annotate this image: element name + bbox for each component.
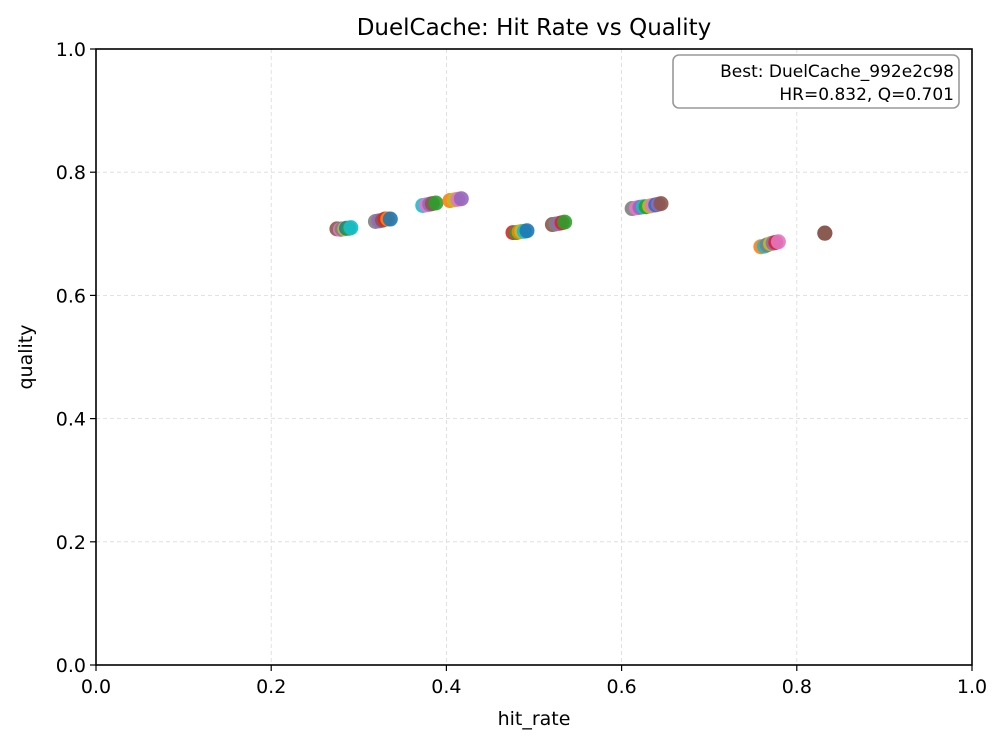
- y-tick-label: 0.8: [56, 162, 86, 184]
- x-tick-label: 0.8: [782, 676, 812, 698]
- x-tick-label: 0.6: [606, 676, 636, 698]
- axis-ticks: 0.0 0.2 0.4 0.6 0.8 1.0 0.0 0.2 0.4 0.6 0.8 1.0: [56, 39, 987, 698]
- data-point: [653, 196, 669, 212]
- data-point: [382, 211, 398, 227]
- y-tick-label: 0.2: [56, 532, 86, 554]
- chart-title: DuelCache: Hit Rate vs Quality: [357, 15, 712, 41]
- x-axis-label: hit_rate: [498, 708, 571, 730]
- x-tick-label: 0.4: [431, 676, 461, 698]
- best-annotation-line2: HR=0.832, Q=0.701: [779, 85, 954, 105]
- plot-frame: [95, 48, 973, 666]
- data-point: [343, 220, 359, 236]
- best-annotation-line1: Best: DuelCache_992e2c98: [720, 62, 954, 82]
- data-point: [519, 223, 535, 239]
- x-tick-label: 0.0: [81, 676, 111, 698]
- data-point: [557, 214, 573, 230]
- data-point: [428, 195, 444, 211]
- best-annotation: Best: DuelCache_992e2c98 HR=0.832, Q=0.7…: [672, 54, 960, 109]
- data-point: [453, 191, 469, 207]
- y-tick-label: 0.0: [56, 655, 86, 677]
- x-tick-label: 0.2: [256, 676, 286, 698]
- best-annotation-box: [672, 54, 960, 109]
- data-point: [770, 234, 786, 250]
- x-tick-label: 1.0: [957, 676, 987, 698]
- data-point: [817, 225, 833, 241]
- y-tick-label: 1.0: [56, 39, 86, 61]
- y-tick-label: 0.6: [56, 285, 86, 307]
- data-points: [329, 191, 833, 255]
- y-axis-label: quality: [15, 325, 37, 390]
- y-tick-label: 0.4: [56, 409, 86, 431]
